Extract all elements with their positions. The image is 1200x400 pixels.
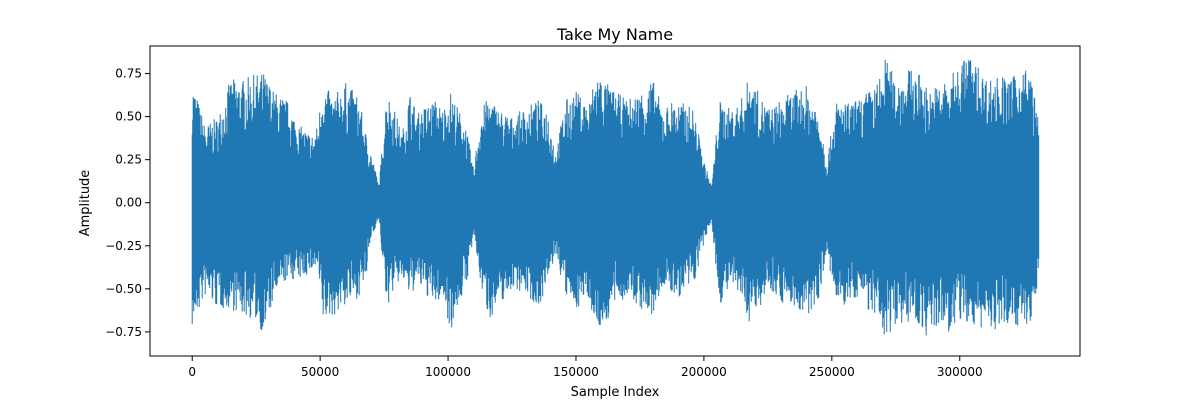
- x-tick-label: 300000: [937, 365, 983, 379]
- x-axis-label: Sample Index: [571, 385, 660, 400]
- y-tick-label: −0.50: [105, 282, 142, 296]
- x-tick-label: 0: [188, 365, 196, 379]
- y-tick-label: −0.25: [105, 239, 142, 253]
- x-tick-label: 250000: [809, 365, 855, 379]
- chart-title: Take My Name: [556, 25, 673, 44]
- y-tick-label: −0.75: [105, 325, 142, 339]
- plot-area: [191, 59, 1040, 336]
- x-tick-label: 150000: [553, 365, 599, 379]
- x-tick-label: 100000: [425, 365, 471, 379]
- waveform-series: [191, 59, 1040, 336]
- x-tick-label: 50000: [301, 365, 339, 379]
- axes-frame: [149, 45, 1081, 357]
- y-tick-label: 0.25: [115, 153, 142, 167]
- y-tick-label: 0.50: [115, 110, 142, 124]
- axes: 0 50000 100000 150000 200000 250000 300000 −0.7…: [105, 45, 1081, 379]
- y-axis-label: Amplitude: [78, 170, 93, 237]
- y-tick-label: 0.00: [115, 196, 142, 210]
- y-tick-label: 0.75: [115, 67, 142, 81]
- x-tick-label: 200000: [681, 365, 727, 379]
